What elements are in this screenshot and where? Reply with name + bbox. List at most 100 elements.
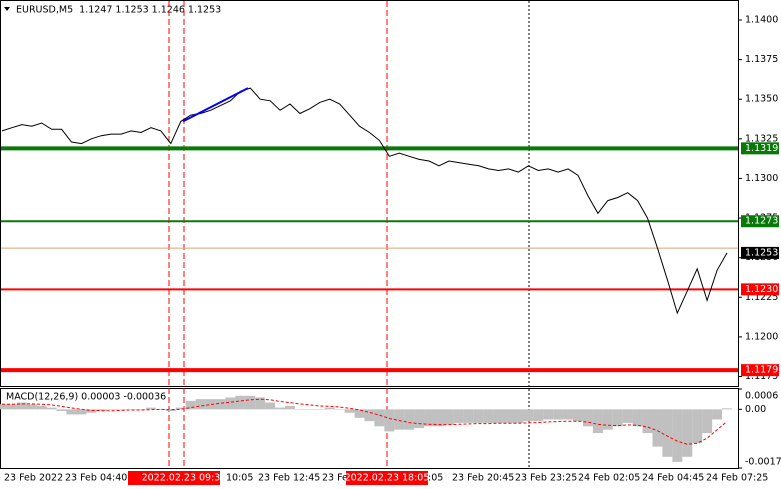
macd-bar — [712, 409, 723, 420]
macd-bar — [195, 399, 206, 410]
macd-bar — [26, 404, 37, 410]
macd-bar — [334, 409, 345, 410]
y-tick-label: 1.1225 — [745, 292, 778, 303]
level-label: 1.1319 — [745, 143, 778, 154]
macd-bar — [632, 409, 643, 427]
macd-bar — [523, 409, 534, 422]
y-tick-label: -0.00173 — [745, 457, 781, 468]
macd-bar — [175, 407, 186, 410]
macd-bar — [453, 409, 464, 423]
x-tick-label: :05 — [428, 473, 443, 484]
x-tick-label: 24 Feb 04:45 — [642, 473, 704, 484]
macd-bar — [513, 409, 524, 423]
y-tick-label: 1.1300 — [745, 173, 778, 184]
macd-bar — [86, 409, 97, 413]
y-tick-label: 1.1175 — [745, 371, 778, 382]
macd-bar — [622, 409, 633, 423]
macd-bar — [116, 409, 127, 410]
macd-panel — [0, 388, 739, 469]
macd-bar — [66, 409, 77, 415]
macd-bar — [582, 409, 593, 427]
macd-bar — [245, 395, 256, 410]
macd-bar — [6, 404, 17, 410]
x-tick-label: 10:05 — [226, 473, 253, 484]
macd-bar — [463, 409, 474, 423]
macd-bar — [414, 409, 425, 428]
x-tick-label: 23 Feb 23:25 — [515, 473, 577, 484]
macd-bar — [285, 405, 296, 410]
macd-bar — [503, 409, 514, 423]
macd-bar — [16, 402, 27, 410]
macd-bar — [344, 409, 355, 413]
macd-bar — [662, 409, 673, 457]
macd-bar — [602, 409, 613, 430]
time-highlight — [346, 471, 428, 485]
macd-bar — [225, 397, 236, 410]
time-highlight — [128, 471, 220, 485]
level-label: 1.1179 — [745, 365, 778, 376]
macd-bar — [394, 409, 405, 430]
macd-bar — [126, 409, 137, 410]
price-label: 1.1253 — [745, 247, 778, 258]
price-label-box — [741, 246, 779, 259]
macd-bar — [702, 409, 713, 434]
price-line — [1, 87, 728, 315]
y-tick-label: 0.00 — [745, 404, 766, 415]
macd-bar — [294, 409, 305, 410]
macd-bar — [145, 407, 156, 410]
macd-bar — [573, 409, 584, 422]
x-tick-label: 23 Feb — [322, 473, 354, 484]
macd-bar — [275, 407, 286, 410]
level-label: 1.1273 — [745, 216, 778, 227]
y-tick-label: 0.0006 — [745, 391, 778, 402]
time-highlight-label: 2022.02.23 18:05 — [345, 473, 430, 484]
y-tick-label: 1.1350 — [745, 94, 778, 105]
menu-triangle — [4, 7, 10, 11]
macd-bar — [255, 397, 266, 410]
macd-bar — [553, 409, 564, 420]
macd-bar — [443, 409, 454, 425]
macd-bar — [384, 409, 395, 432]
macd-bar — [563, 409, 574, 420]
macd-label: MACD(12,26,9) 0.00003 -0.00036 — [6, 392, 166, 403]
y-tick-label: 1.1325 — [745, 133, 778, 144]
macd-bar — [215, 399, 226, 410]
macd-bar — [76, 409, 87, 415]
trendline — [182, 87, 249, 123]
macd-bar — [354, 409, 365, 418]
macd-bar — [612, 409, 623, 427]
macd-bar — [473, 409, 484, 423]
y-tick-label: 1.1375 — [745, 54, 778, 65]
chart-title: EURUSD,M5 1.1247 1.1253 1.1246 1.1253 — [16, 5, 221, 16]
macd-bar — [682, 409, 693, 457]
macd-bar — [493, 409, 504, 423]
macd-bar — [304, 409, 315, 410]
x-tick-label: 24 Feb 02:05 — [578, 473, 640, 484]
x-tick-label: 23 Feb 20:45 — [452, 473, 514, 484]
macd-bar — [235, 395, 246, 410]
macd-bar — [324, 407, 335, 410]
x-tick-label: 24 Feb 07:25 — [706, 473, 768, 484]
macd-bar — [185, 400, 196, 410]
macd-bar — [136, 409, 147, 410]
macd-bar — [265, 402, 276, 410]
macd-bar — [155, 409, 166, 410]
macd-bar — [652, 409, 663, 447]
x-tick-label: 23 Feb 04:40 — [65, 473, 127, 484]
macd-bar — [205, 399, 216, 410]
macd-bar — [46, 407, 57, 410]
level-label: 1.1230 — [745, 284, 778, 295]
macd-bar — [483, 409, 494, 423]
macd-bar — [314, 409, 325, 410]
x-tick-label: 23 Feb 2022 — [4, 473, 63, 484]
level-label-box — [741, 215, 779, 228]
level-label-box — [741, 283, 779, 296]
macd-bar — [533, 409, 544, 422]
main-panel — [0, 0, 739, 387]
macd-bar — [642, 409, 653, 434]
macd-bar — [404, 409, 415, 430]
macd-bar — [424, 409, 435, 427]
level-label-box — [741, 142, 779, 155]
